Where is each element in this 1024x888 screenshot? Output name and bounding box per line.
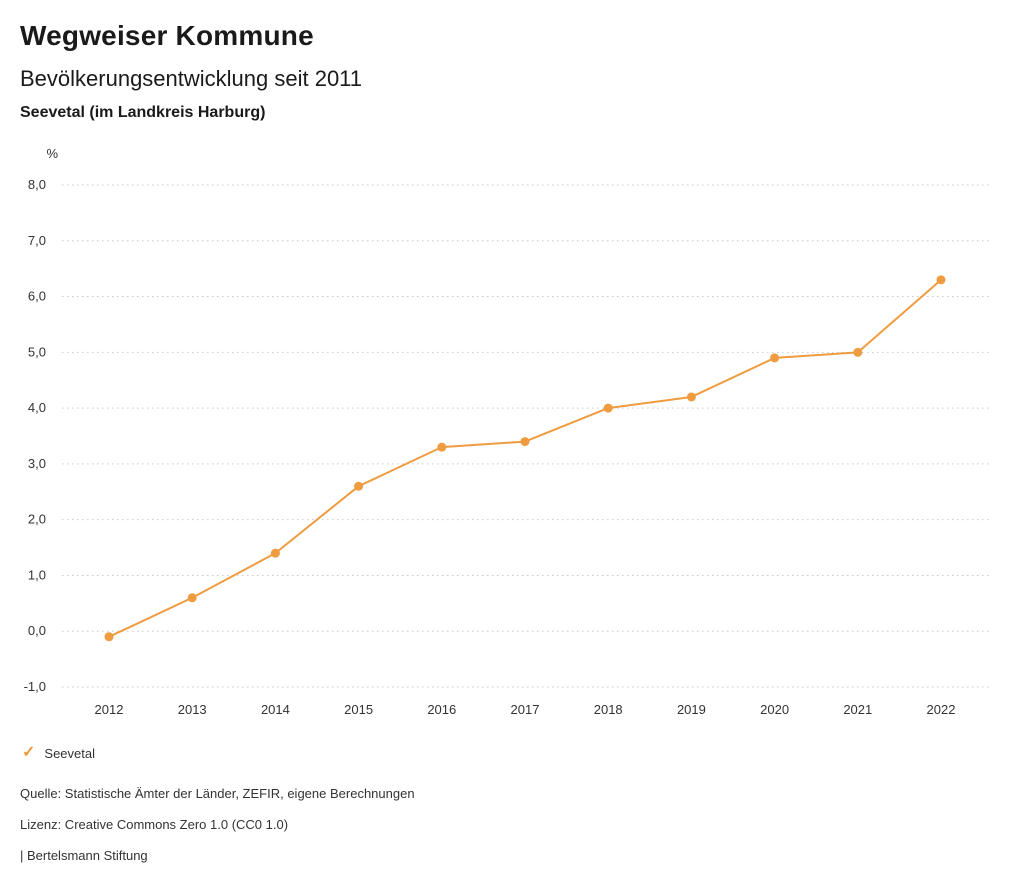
- y-axis-unit-label: %: [46, 146, 58, 161]
- series-line: [108, 278, 942, 638]
- y-tick-label: 6,0: [28, 289, 46, 304]
- x-tick-label: 2014: [261, 702, 290, 717]
- data-point-marker[interactable]: [770, 353, 780, 363]
- source-text: Quelle: Statistische Ämter der Länder, Z…: [20, 786, 415, 801]
- y-tick-label: -1,0: [24, 679, 46, 694]
- region-label: Seevetal (im Landkreis Harburg): [20, 104, 266, 121]
- data-point-marker[interactable]: [603, 403, 613, 413]
- y-tick-label: 2,0: [28, 512, 46, 527]
- y-tick-label: 8,0: [28, 177, 46, 192]
- x-tick-label: 2016: [427, 702, 456, 717]
- data-point-marker[interactable]: [853, 347, 863, 357]
- x-tick-label: 2019: [677, 702, 706, 717]
- x-tick-label: 2020: [760, 702, 789, 717]
- x-tick-label: 2022: [927, 702, 956, 717]
- legend-item-seevetal[interactable]: ✓ Seevetal: [22, 745, 95, 761]
- data-point-marker[interactable]: [354, 481, 364, 491]
- x-tick-label: 2015: [344, 702, 373, 717]
- check-icon: ✓: [22, 744, 36, 761]
- y-tick-label: 1,0: [28, 567, 46, 582]
- data-point-marker[interactable]: [437, 442, 447, 452]
- population-line-chart: % 8,0 7,0 6,0 5,0 4,0 3,0 2,0 1,0 0,0 -1,0 2012 2013…: [24, 146, 990, 717]
- x-tick-label: 2013: [178, 702, 207, 717]
- chart-area: % 8,0 7,0 6,0 5,0 4,0 3,0 2,0 1,0 0,0 -1,0 2012 2013…: [0, 140, 1024, 730]
- page-title: Wegweiser Kommune: [20, 20, 314, 51]
- legend-label: Seevetal: [44, 745, 95, 761]
- y-tick-label: 4,0: [28, 400, 46, 415]
- x-tick-label: 2017: [511, 702, 540, 717]
- chart-subtitle: Bevölkerungsentwicklung seit 2011: [20, 66, 363, 91]
- license-text: Lizenz: Creative Commons Zero 1.0 (CC0 1…: [20, 817, 289, 832]
- data-point-marker[interactable]: [187, 593, 197, 603]
- data-point-marker[interactable]: [936, 275, 946, 285]
- y-tick-label: 3,0: [28, 456, 46, 471]
- y-tick-label: 5,0: [28, 344, 46, 359]
- x-tick-label: 2018: [594, 702, 623, 717]
- attribution-text: | Bertelsmann Stiftung: [20, 848, 148, 863]
- y-tick-label: 7,0: [28, 233, 46, 248]
- x-tick-label: 2012: [95, 702, 124, 717]
- data-point-marker[interactable]: [104, 632, 114, 642]
- data-point-marker[interactable]: [520, 437, 530, 447]
- x-tick-label: 2021: [843, 702, 872, 717]
- data-point-marker[interactable]: [686, 392, 696, 402]
- data-point-marker[interactable]: [270, 548, 280, 558]
- y-tick-label: 0,0: [28, 623, 46, 638]
